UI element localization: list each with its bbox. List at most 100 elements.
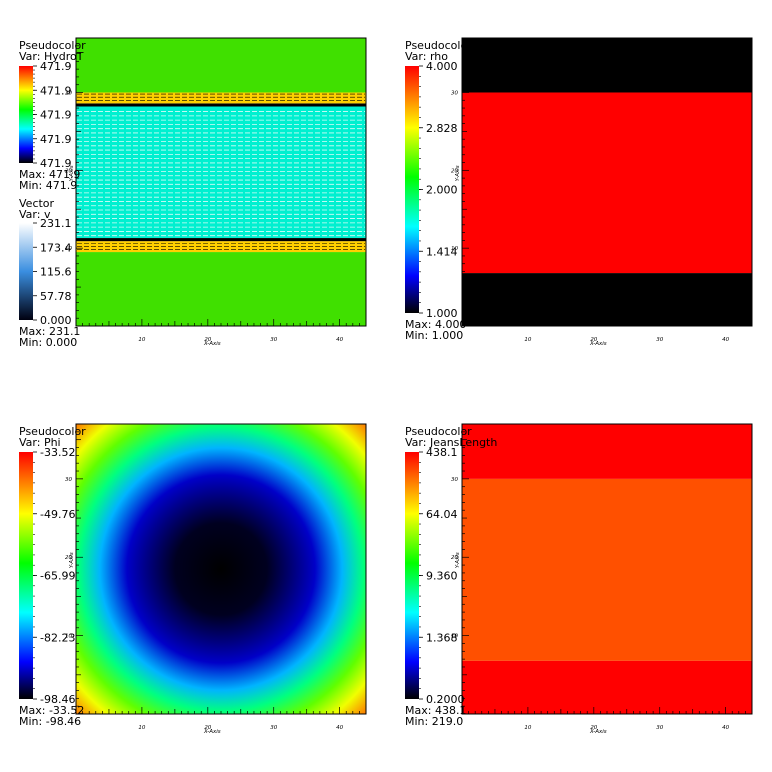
vector-legend-title: Vector [19,197,55,210]
legend-max: Max: -33.52 [19,704,84,717]
colorbar [19,452,33,699]
colorbar-label: 64.04 [426,508,458,521]
x-tick-label: 30 [270,725,277,731]
legend-max: Max: 438.1 [405,704,466,717]
colorbar-label: 471.9 [40,60,72,73]
legend-title: Pseudocolor [19,39,86,52]
vector-colorbar-label: 173.4 [40,241,72,254]
colorbar-label: 471.9 [40,109,72,122]
x-tick-label: 20 [590,337,597,343]
panel-4: 10 20 30 40 10 20 30 X-Axis Y-Axis PseudocolorVar… [405,423,753,735]
y-tick-label: 20 [451,168,458,174]
legend-title: Pseudocolor [19,425,86,438]
y-axis-title: Y-Axis [455,552,461,568]
vector-colorbar [19,223,33,320]
legend-max: Max: 471.9 [19,168,80,181]
colorbar-label: 1.368 [426,631,458,644]
panel-3: 10 20 30 40 10 20 30 X-Axis Y-Axis PseudocolorVar… [19,423,367,735]
legend-min: Min: 219.0 [405,715,463,728]
y-axis-title: Y-Axis [69,552,75,568]
colorbar-label: 9.360 [426,570,458,583]
legend-min: Min: 471.9 [19,179,77,192]
legend-var: Var: Phi [19,436,61,449]
y-tick-label: 20 [451,555,458,561]
x-tick-label: 10 [524,725,531,731]
x-axis-title: X-Axis [589,341,607,347]
x-tick-label: 40 [722,337,729,343]
y-tick-label: 10 [451,634,458,640]
x-tick-label: 10 [138,337,145,343]
colorbar-label: -65.99 [40,570,75,583]
x-tick-label: 20 [204,337,211,343]
colorbar-label: 471.9 [40,84,72,97]
colorbar-label: 4.000 [426,60,458,73]
y-tick-label: 10 [65,634,72,640]
legend-title: Pseudocolor [405,425,472,438]
y-tick-label: 30 [451,90,458,96]
x-axis-title: X-Axis [203,341,221,347]
vector-colorbar-label: 231.1 [40,217,72,230]
colorbar [405,452,419,699]
legend-title: Pseudocolor [405,39,472,52]
legend-var: Var: JeansLength [405,436,497,449]
colorbar-label: -33.52 [40,446,75,459]
vector-colorbar-label: 57.78 [40,290,72,303]
legend-max: Max: 4.000 [405,318,466,331]
legend-min: Min: 1.000 [405,329,463,342]
x-axis-title: X-Axis [589,729,607,735]
x-tick-label: 10 [524,337,531,343]
x-tick-label: 40 [336,725,343,731]
y-tick-label: 30 [65,477,72,483]
colorbar-label: 471.9 [40,157,72,170]
x-tick-label: 10 [138,725,145,731]
y-tick-label: 10 [451,246,458,252]
field-band-3 [462,424,752,479]
x-tick-label: 30 [656,725,663,731]
y-tick-label: 20 [65,555,72,561]
vector-legend-var: Var: v [19,208,51,221]
legend-var: Var: HydroT [19,50,84,63]
field-band-3 [76,238,366,242]
vector-glyphs [77,93,365,251]
colorbar-label: -49.76 [40,508,75,521]
y-axis-title: Y-Axis [455,165,461,181]
colorbar-label: -98.46 [40,693,75,706]
y-tick-label: 10 [65,246,72,252]
x-axis-title: X-Axis [203,729,221,735]
colorbar-label: 438.1 [426,446,458,459]
field-band-7 [76,38,366,93]
field-band-2 [462,92,752,274]
x-tick-label: 20 [590,725,597,731]
colorbar-label: -82.23 [40,631,75,644]
legend-min: Min: -98.46 [19,715,81,728]
x-tick-label: 40 [336,337,343,343]
field-band-6 [76,92,366,104]
vector-legend-min: Min: 0.000 [19,336,77,349]
potential-field [76,424,366,714]
colorbar-label: 1.000 [426,307,458,320]
x-tick-label: 30 [656,337,663,343]
field-band-1 [462,273,752,326]
vector-colorbar-label: 115.6 [40,266,72,279]
y-tick-label: 20 [65,168,72,174]
colorbar-label: 2.828 [426,122,458,135]
colorbar-label: 471.9 [40,133,72,146]
vector-legend-max: Max: 231.1 [19,325,80,338]
colorbar-label: 0.2000 [426,693,465,706]
y-axis-title: Y-Axis [69,165,75,181]
colorbar-label: 1.414 [426,245,458,258]
field-band-1 [76,252,366,326]
panel-2: 10 20 30 40 10 20 30 X-Axis Y-Axis PseudocolorVar… [405,37,753,347]
field-band-5 [76,103,366,107]
vector-colorbar-label: 0.000 [40,314,72,327]
colorbar-label: 2.000 [426,184,458,197]
field-band-3 [462,38,752,93]
y-tick-label: 30 [451,477,458,483]
legend-var: Var: rho [405,50,448,63]
panel-1: 10 20 30 40102030X-AxisY-AxisPseudocolorVar… [19,37,367,349]
field-band-1 [462,660,752,714]
y-tick-label: 30 [65,90,72,96]
field-band-2 [462,478,752,661]
x-tick-label: 40 [722,725,729,731]
